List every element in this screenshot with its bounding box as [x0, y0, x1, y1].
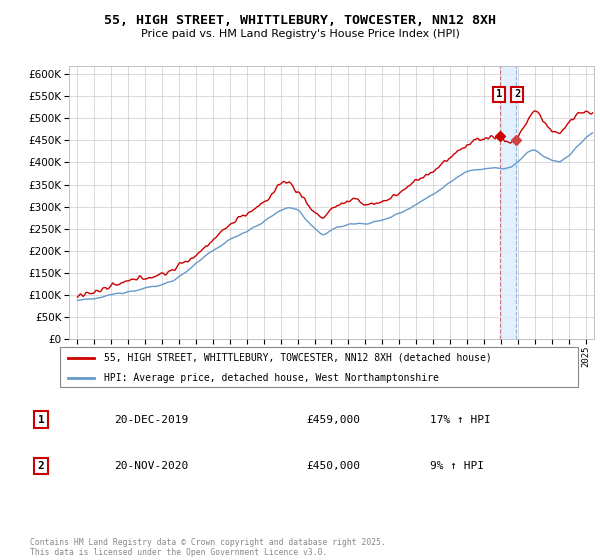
- Text: 20-NOV-2020: 20-NOV-2020: [114, 461, 188, 471]
- Text: 20-DEC-2019: 20-DEC-2019: [114, 415, 188, 425]
- Text: 55, HIGH STREET, WHITTLEBURY, TOWCESTER, NN12 8XH: 55, HIGH STREET, WHITTLEBURY, TOWCESTER,…: [104, 14, 496, 27]
- Text: £450,000: £450,000: [306, 461, 360, 471]
- FancyBboxPatch shape: [59, 347, 578, 388]
- Text: £459,000: £459,000: [306, 415, 360, 425]
- Text: Price paid vs. HM Land Registry's House Price Index (HPI): Price paid vs. HM Land Registry's House …: [140, 29, 460, 39]
- Text: HPI: Average price, detached house, West Northamptonshire: HPI: Average price, detached house, West…: [104, 374, 439, 383]
- Text: 9% ↑ HPI: 9% ↑ HPI: [430, 461, 484, 471]
- Text: 55, HIGH STREET, WHITTLEBURY, TOWCESTER, NN12 8XH (detached house): 55, HIGH STREET, WHITTLEBURY, TOWCESTER,…: [104, 353, 492, 363]
- Text: 1: 1: [496, 89, 502, 99]
- Text: Contains HM Land Registry data © Crown copyright and database right 2025.
This d: Contains HM Land Registry data © Crown c…: [30, 538, 386, 557]
- Text: 2: 2: [38, 461, 44, 471]
- Bar: [500, 66, 516, 339]
- Text: 2: 2: [514, 89, 520, 99]
- Text: 1: 1: [38, 415, 44, 425]
- Text: 17% ↑ HPI: 17% ↑ HPI: [430, 415, 491, 425]
